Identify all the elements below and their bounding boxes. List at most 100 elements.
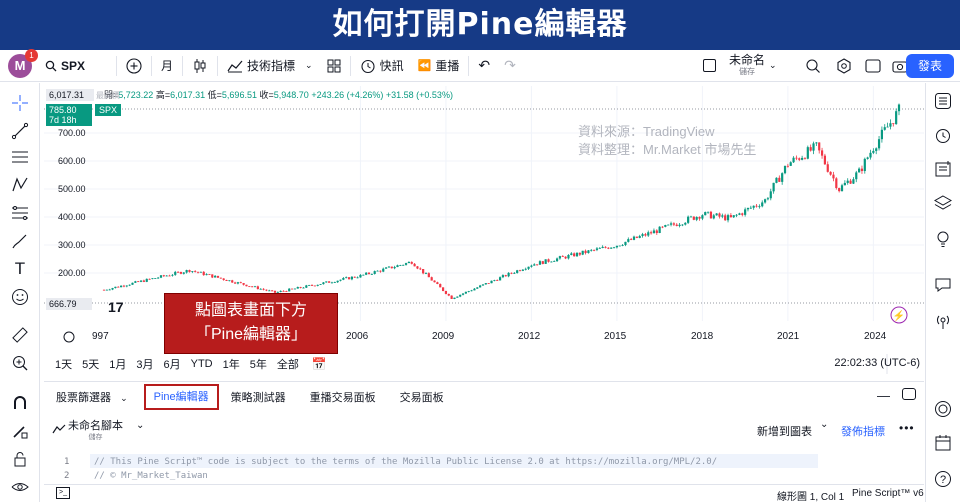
publish-indicator-button[interactable]: 發佈指標 bbox=[841, 426, 885, 438]
publish-button[interactable]: 發表 bbox=[905, 54, 954, 78]
timeframe-1d[interactable]: 1天 bbox=[55, 359, 73, 371]
candle-body bbox=[692, 216, 695, 220]
alert-button[interactable]: 快訊 bbox=[353, 50, 411, 82]
eye-icon[interactable] bbox=[10, 477, 30, 497]
undo-button[interactable]: ↶ bbox=[471, 50, 497, 82]
timeframe-all[interactable]: 全部 bbox=[276, 359, 299, 371]
target-icon[interactable] bbox=[933, 399, 953, 419]
layout-name-button[interactable]: 未命名 儲存 ⌄ bbox=[729, 52, 777, 76]
interval-button[interactable]: 月 bbox=[161, 59, 174, 73]
candle-body bbox=[595, 248, 599, 250]
symbol-search-button[interactable]: SPX bbox=[38, 50, 92, 82]
timeframe-5y[interactable]: 5年 bbox=[249, 359, 267, 371]
candle-body bbox=[159, 275, 163, 278]
candle-body bbox=[772, 182, 775, 192]
layers-icon[interactable] bbox=[933, 193, 953, 213]
tab-stock-screener[interactable]: 股票篩選器 ⌄ bbox=[56, 391, 128, 404]
layout-grid-button[interactable] bbox=[320, 50, 348, 82]
more-options-icon[interactable]: ••• bbox=[899, 421, 915, 435]
fib-icon[interactable] bbox=[10, 203, 30, 223]
pencil-lock-icon[interactable] bbox=[10, 421, 30, 441]
chevron-down-icon[interactable]: ⌄ bbox=[820, 419, 829, 430]
y-tick: 500.00 bbox=[58, 184, 86, 194]
lock-icon[interactable] bbox=[10, 449, 30, 469]
candle-body bbox=[641, 234, 644, 237]
fullscreen-button[interactable] bbox=[858, 50, 888, 82]
candle-body bbox=[618, 245, 621, 247]
quick-search-button[interactable] bbox=[798, 50, 828, 82]
chevron-down-icon[interactable]: ⌄ bbox=[136, 420, 145, 431]
calendar-range-icon[interactable]: 📅 bbox=[311, 357, 327, 371]
code-line[interactable]: // © Mr_Market_Taiwan bbox=[94, 471, 208, 481]
candle-body bbox=[547, 259, 550, 262]
y-tick: 600.00 bbox=[58, 156, 86, 166]
candle-body bbox=[516, 270, 519, 273]
candle-body bbox=[521, 269, 524, 271]
language-version[interactable]: Pine Script™ v6 bbox=[852, 488, 924, 499]
layout-checkbox[interactable] bbox=[696, 50, 723, 82]
rewind-icon: ⏪ bbox=[417, 60, 432, 72]
horizontal-lines-icon[interactable] bbox=[10, 147, 30, 167]
candle-body bbox=[889, 123, 892, 127]
watchlist-icon[interactable] bbox=[933, 91, 953, 111]
user-avatar[interactable]: M 1 bbox=[8, 48, 38, 78]
timeframe-5d[interactable]: 5天 bbox=[82, 359, 100, 371]
text-icon[interactable]: T bbox=[14, 259, 26, 278]
x-tick: 2015 bbox=[604, 331, 627, 342]
candle-body bbox=[345, 277, 348, 279]
broadcast-icon[interactable] bbox=[933, 311, 953, 331]
candle-body bbox=[544, 259, 547, 264]
candle-body bbox=[342, 278, 345, 280]
indicators-button[interactable]: 技術指標 ⌄ bbox=[220, 50, 320, 82]
brush-icon[interactable] bbox=[10, 231, 30, 251]
trend-line-icon[interactable] bbox=[10, 121, 30, 141]
lightning-icon bbox=[890, 306, 908, 324]
ohlc-legend: 開=5,723.22 高=6,017.31 低=5,696.51 收=5,948… bbox=[104, 90, 453, 100]
settings-button[interactable] bbox=[829, 50, 859, 82]
zoom-in-icon[interactable] bbox=[10, 353, 30, 373]
pattern-icon[interactable] bbox=[10, 175, 30, 195]
script-name-button[interactable]: 未命名腳本 儲存 bbox=[68, 420, 123, 441]
object-tree-icon[interactable] bbox=[933, 159, 953, 179]
crosshair-icon[interactable] bbox=[10, 93, 30, 113]
alerts-clock-icon[interactable] bbox=[933, 125, 953, 145]
tab-strategy-tester[interactable]: 策略測試器 bbox=[230, 391, 286, 404]
timeframe-6m[interactable]: 6月 bbox=[163, 359, 181, 371]
code-line[interactable]: // This Pine Script™ code is subject to … bbox=[94, 457, 718, 467]
code-editor[interactable]: 1 // This Pine Script™ code is subject t… bbox=[44, 452, 924, 484]
timeframe-1m[interactable]: 1月 bbox=[109, 359, 127, 371]
candle-body bbox=[430, 277, 433, 281]
lightbulb-icon[interactable] bbox=[933, 229, 953, 249]
ruler-icon[interactable] bbox=[10, 325, 30, 345]
candle-body bbox=[450, 295, 453, 299]
source-watermark: 資料來源：TradingView 資料整理：Mr.Market 市場先生 bbox=[578, 124, 757, 157]
replay-button[interactable]: ⏪ 重播 bbox=[417, 59, 460, 73]
redo-button[interactable]: ↷ bbox=[497, 50, 523, 82]
compare-symbol-button[interactable] bbox=[119, 50, 149, 82]
timeframe-1y[interactable]: 1年 bbox=[222, 359, 240, 371]
candle-body bbox=[886, 126, 889, 128]
maximize-panel-icon[interactable] bbox=[902, 388, 916, 400]
chat-icon[interactable] bbox=[933, 275, 953, 295]
add-to-chart-button[interactable]: 新增到圖表 bbox=[757, 426, 812, 438]
candle-body bbox=[555, 258, 559, 262]
timeframe-3m[interactable]: 3月 bbox=[136, 359, 154, 371]
console-icon[interactable]: >_ bbox=[56, 487, 70, 499]
symbol-label: SPX bbox=[61, 58, 86, 73]
help-icon[interactable]: ? bbox=[933, 469, 953, 489]
magnet-icon[interactable] bbox=[10, 393, 30, 413]
candle-body bbox=[453, 297, 456, 299]
tab-pine-editor[interactable]: Pine編輯器 bbox=[143, 383, 219, 410]
candle-body bbox=[604, 246, 607, 248]
timeframe-ytd[interactable]: YTD bbox=[190, 358, 213, 370]
emoji-icon[interactable] bbox=[10, 287, 30, 307]
chart-type-button[interactable] bbox=[185, 50, 215, 82]
candle-body bbox=[709, 211, 713, 219]
price-chart[interactable]: ⚡ 17 bbox=[44, 86, 924, 380]
candle-body bbox=[778, 177, 781, 182]
clock-timezone[interactable]: 22:02:33 (UTC-6) bbox=[834, 357, 920, 369]
tab-replay-trading[interactable]: 重播交易面板 bbox=[309, 391, 376, 404]
calendar-icon[interactable] bbox=[933, 433, 953, 453]
minimize-panel-icon[interactable]: — bbox=[877, 388, 890, 403]
tab-trading-panel[interactable]: 交易面板 bbox=[399, 391, 444, 404]
